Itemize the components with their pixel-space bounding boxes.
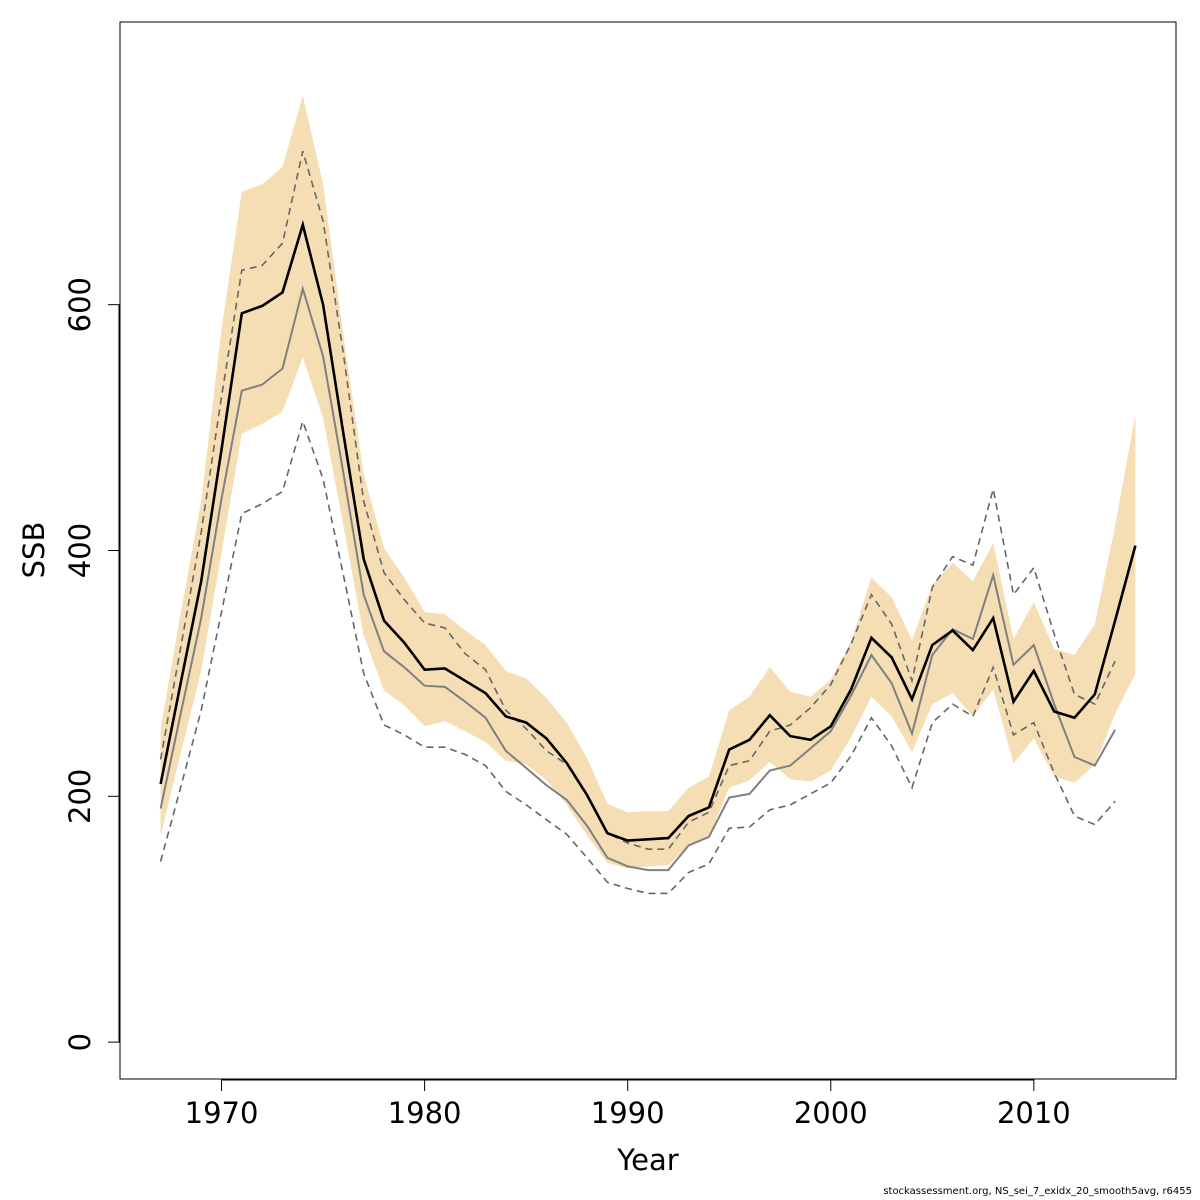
x-tick-label: 1980 [388,1096,462,1130]
ssb-line [159,219,1137,842]
x-tick-label: 1970 [185,1096,259,1130]
y-tick-label: 400 [63,523,97,578]
plot-content [159,95,1137,895]
x-tick-label: 2000 [794,1096,868,1130]
x-axis-label: Year [616,1143,678,1177]
y-axis-label: SSB [17,522,51,579]
footer-caption: stockassessment.org, NS_sei_7_exidx_20_s… [883,1186,1192,1197]
x-tick-label: 1990 [591,1096,665,1130]
y-tick-label: 200 [63,769,97,824]
x-tick-label: 2010 [997,1096,1071,1130]
y-tick-label: 0 [63,1033,97,1051]
retro-upper-dashed-line [159,150,1116,851]
y-axis: 0 200 400 600 [63,277,120,1051]
retro-estimate-line [159,284,1116,872]
retro-lower-dashed-line [159,418,1116,895]
y-tick-label: 600 [63,277,97,332]
confidence-band [160,95,1136,869]
x-axis: 1970 1980 1990 2000 2010 [185,1079,1071,1130]
